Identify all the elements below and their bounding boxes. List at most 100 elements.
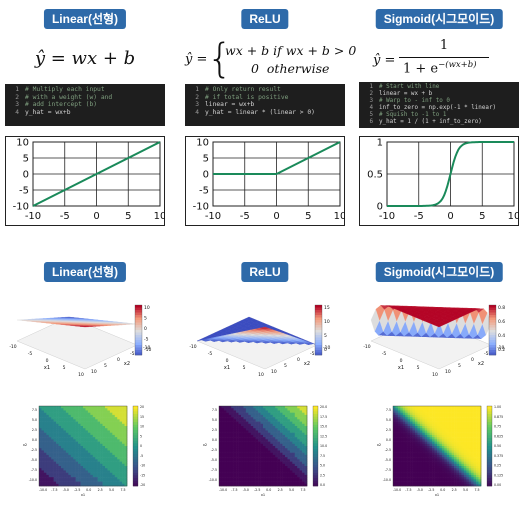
heat-cell bbox=[476, 457, 479, 460]
heat-cell bbox=[432, 410, 435, 413]
x-tick-label: 5 bbox=[125, 211, 131, 222]
heat-cell bbox=[473, 474, 477, 478]
heat-cell bbox=[65, 439, 69, 442]
heat-cell bbox=[228, 434, 232, 438]
heat-cell bbox=[51, 459, 54, 462]
heat-cell bbox=[437, 479, 440, 482]
heat-cell bbox=[402, 448, 406, 451]
heat-cell bbox=[248, 426, 252, 429]
heat-cell bbox=[427, 423, 430, 427]
heat-cell bbox=[417, 483, 421, 487]
heat-cell bbox=[95, 408, 98, 411]
heat-cell bbox=[444, 406, 448, 409]
heat-cell bbox=[58, 477, 62, 480]
heat-cell bbox=[253, 454, 256, 458]
heat-cell bbox=[245, 468, 249, 471]
heat-cell bbox=[302, 446, 305, 449]
heat-cell bbox=[68, 461, 72, 465]
heat-cell bbox=[92, 468, 96, 471]
heat-cell bbox=[241, 432, 244, 436]
heat-cell bbox=[432, 457, 435, 460]
heat-cell bbox=[461, 450, 465, 453]
heat-cell bbox=[48, 412, 52, 416]
heat-cell bbox=[68, 452, 72, 456]
heat-cell bbox=[289, 410, 293, 413]
heat-cell bbox=[419, 441, 423, 445]
heat-cell bbox=[260, 426, 264, 429]
heat-colorbar-segment bbox=[487, 470, 492, 473]
heat-cell bbox=[454, 412, 457, 416]
heat-cell bbox=[53, 421, 57, 425]
heat-cell bbox=[236, 439, 239, 442]
heat-cell bbox=[51, 412, 54, 416]
heat-cell bbox=[65, 423, 69, 427]
heat-cell bbox=[80, 408, 84, 411]
heat-cell bbox=[468, 446, 472, 449]
heat-cell bbox=[432, 470, 435, 473]
heat-cell bbox=[56, 450, 59, 453]
heat-cell bbox=[90, 432, 94, 436]
heat-cell bbox=[258, 428, 261, 431]
heat-cell bbox=[43, 463, 47, 467]
heat-cell bbox=[400, 448, 404, 451]
heat-cell bbox=[473, 446, 477, 449]
heat-cell bbox=[231, 483, 234, 487]
heat-cell bbox=[56, 452, 59, 456]
heat-cell bbox=[65, 461, 69, 465]
heat-cell bbox=[122, 479, 125, 482]
heat-cell bbox=[241, 421, 244, 425]
heat-cell bbox=[451, 479, 455, 482]
heat-cell bbox=[56, 466, 59, 469]
heat-cell bbox=[117, 479, 120, 482]
heat-cell bbox=[463, 408, 467, 411]
heat-cell bbox=[466, 470, 470, 473]
heat-cell bbox=[105, 466, 108, 469]
heat-cell bbox=[85, 454, 89, 458]
colorbar-segment bbox=[135, 342, 142, 346]
heat-cell bbox=[253, 443, 256, 447]
heat-cell bbox=[415, 470, 418, 473]
heat-cell bbox=[114, 454, 118, 458]
heat-cell bbox=[95, 437, 98, 440]
heat-x-tick: 5.0 bbox=[463, 488, 468, 492]
colorbar-segment bbox=[315, 320, 322, 323]
heat-cell bbox=[277, 463, 281, 467]
heat-cell bbox=[302, 406, 305, 409]
heat-cell bbox=[107, 441, 111, 445]
heat-cell bbox=[97, 457, 101, 460]
heat-cell bbox=[109, 432, 113, 436]
heat-cell bbox=[248, 408, 252, 411]
heat-cell bbox=[297, 470, 300, 473]
heat-cell bbox=[117, 477, 120, 480]
heat-cell bbox=[456, 437, 460, 440]
heat-cell bbox=[397, 430, 401, 433]
heat-cell bbox=[285, 430, 288, 433]
heat-cell bbox=[90, 448, 94, 451]
heat-cell bbox=[478, 454, 482, 458]
heat-cell bbox=[48, 459, 52, 462]
heat-cell bbox=[258, 479, 261, 482]
heat-cell bbox=[451, 448, 455, 451]
heat-cell bbox=[407, 414, 411, 418]
heat-cell bbox=[272, 441, 276, 445]
heat-cell bbox=[100, 468, 103, 471]
heat-cell bbox=[270, 419, 274, 422]
heat-cell bbox=[427, 428, 430, 431]
heat-cell bbox=[439, 450, 443, 453]
heat-cell bbox=[221, 479, 225, 482]
heat-cell bbox=[117, 432, 120, 436]
heat-cell bbox=[70, 470, 74, 473]
heat-cell bbox=[395, 419, 399, 422]
heat-colorbar-segment bbox=[313, 467, 318, 471]
heat-cell bbox=[255, 479, 259, 482]
heat-cell bbox=[53, 446, 57, 449]
heat-cell bbox=[119, 457, 123, 460]
heat-cell bbox=[275, 423, 278, 427]
heat-cell bbox=[397, 428, 401, 431]
heat-cell bbox=[78, 421, 81, 425]
heat-cell bbox=[395, 470, 399, 473]
heat-cell bbox=[221, 454, 225, 458]
heat-cell bbox=[75, 463, 79, 467]
heat-cell bbox=[304, 434, 308, 438]
heat-x-tick: -7.5 bbox=[231, 488, 237, 492]
